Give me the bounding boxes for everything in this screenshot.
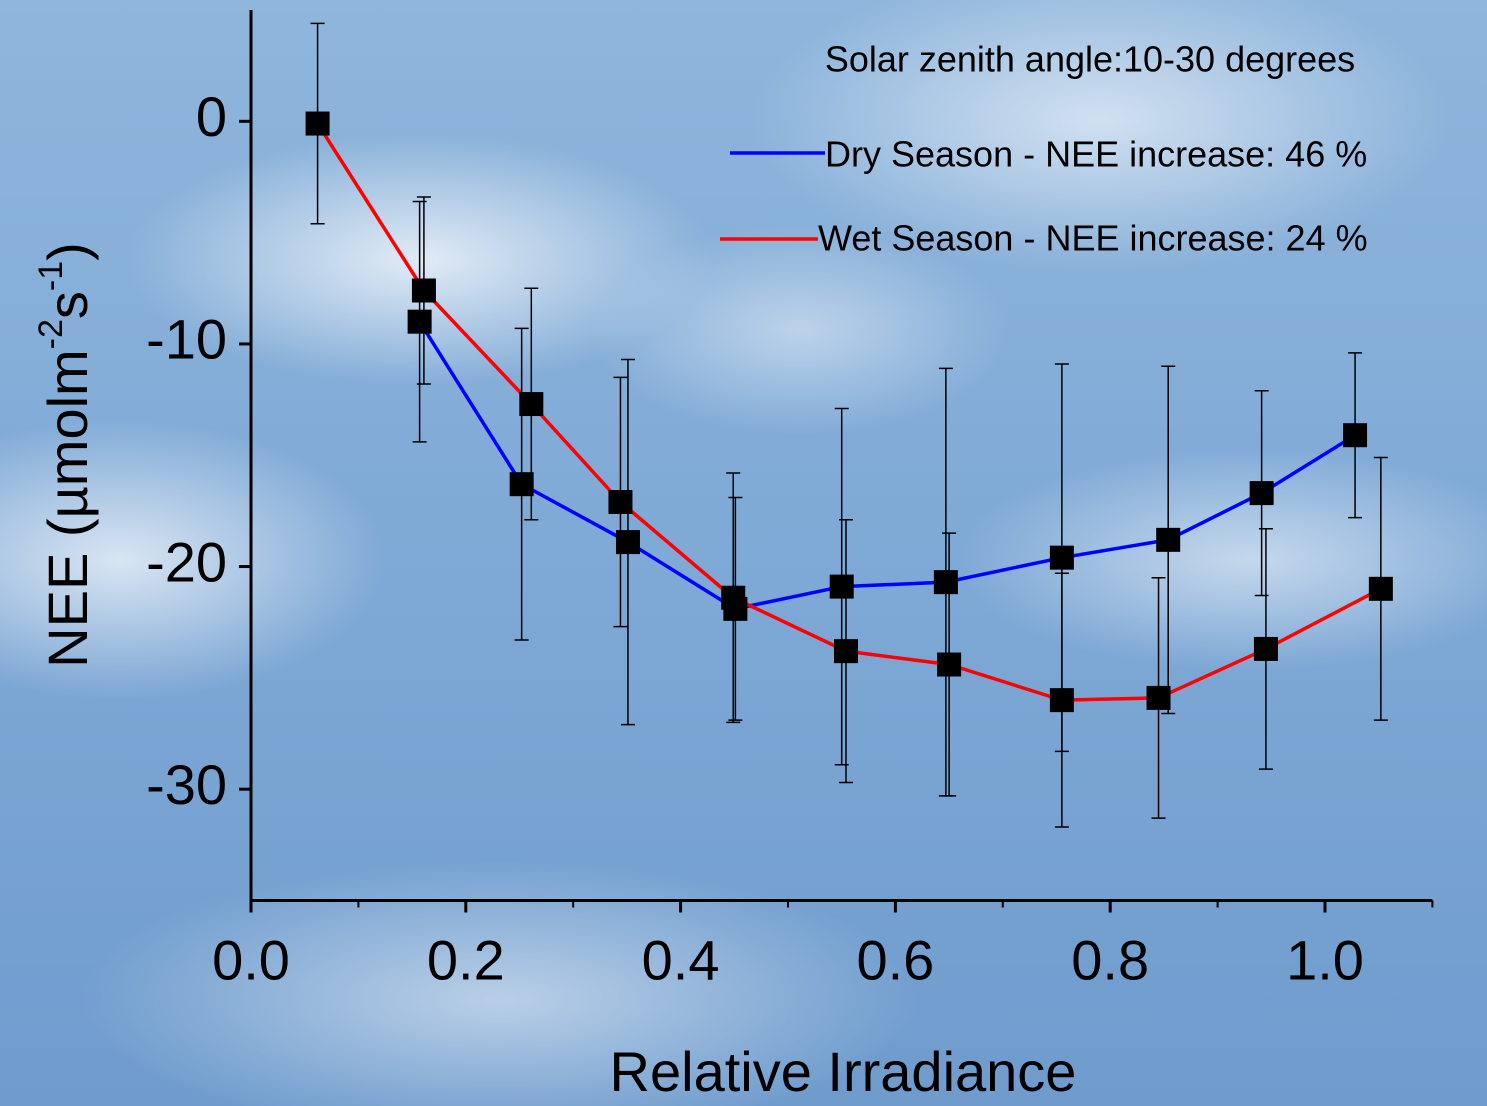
y-axis-label: NEE (µmolm-2s-1) bbox=[32, 242, 99, 668]
y-tick-label: -10 bbox=[146, 308, 227, 371]
marker bbox=[933, 570, 958, 595]
x-tick-label: 1.0 bbox=[1286, 928, 1364, 991]
marker bbox=[1249, 481, 1274, 506]
annotation: Solar zenith angle:10-30 degrees bbox=[825, 39, 1355, 80]
marker bbox=[937, 652, 962, 677]
x-tick-label: 0.8 bbox=[1071, 928, 1149, 991]
marker bbox=[833, 639, 858, 664]
y-tick-label: 0 bbox=[196, 85, 227, 148]
y-tick-label: -20 bbox=[146, 530, 227, 593]
marker bbox=[1343, 423, 1368, 448]
marker bbox=[615, 530, 640, 555]
marker bbox=[721, 585, 746, 610]
y-axis-label-part: -2 bbox=[32, 319, 70, 349]
x-tick-label: 0.6 bbox=[856, 928, 934, 991]
y-axis-label-part: NEE (µmolm bbox=[36, 349, 99, 668]
marker bbox=[305, 111, 330, 136]
legend-label: Wet Season - NEE increase: 24 % bbox=[818, 218, 1368, 259]
x-tick-label: 0.4 bbox=[642, 928, 720, 991]
marker bbox=[1253, 636, 1278, 661]
series-line bbox=[418, 320, 1356, 611]
legend-label: Dry Season - NEE increase: 46 % bbox=[825, 134, 1367, 175]
x-tick-label: 0.2 bbox=[427, 928, 505, 991]
marker bbox=[608, 490, 633, 515]
marker bbox=[1049, 688, 1074, 713]
marker bbox=[1368, 576, 1393, 601]
y-tick-label: -30 bbox=[146, 753, 227, 816]
marker bbox=[411, 278, 436, 303]
marker bbox=[407, 309, 432, 334]
marker bbox=[509, 472, 534, 497]
marker bbox=[519, 392, 544, 417]
y-axis-label-part: s bbox=[36, 291, 99, 319]
marker bbox=[1156, 527, 1181, 552]
y-axis-label-part: ) bbox=[36, 242, 99, 261]
x-axis-label: Relative Irradiance bbox=[610, 1040, 1077, 1103]
y-axis-label-part: -1 bbox=[32, 261, 70, 291]
x-tick-label: 0.0 bbox=[212, 928, 290, 991]
marker bbox=[829, 574, 854, 599]
marker bbox=[1146, 685, 1171, 710]
marker bbox=[1049, 545, 1074, 570]
